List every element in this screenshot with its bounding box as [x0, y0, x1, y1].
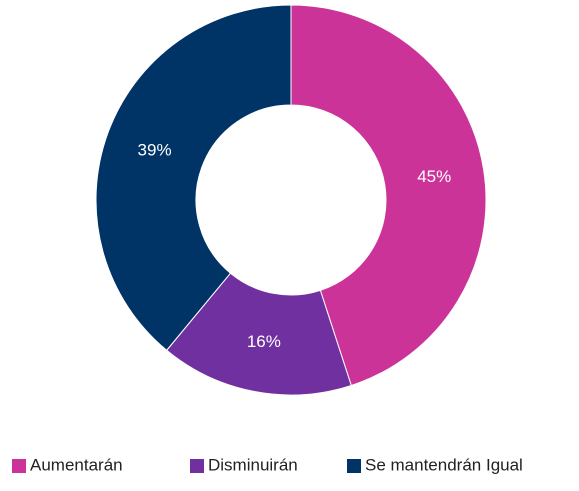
legend-swatch	[12, 459, 26, 473]
legend-text: Disminuirán	[208, 455, 298, 474]
legend-swatch	[347, 459, 361, 473]
donut-slice	[95, 4, 292, 351]
slice-label: 39%	[138, 140, 172, 159]
slice-label: 16%	[247, 332, 281, 351]
legend-text: Se mantendrán Igual	[365, 455, 523, 474]
donut-slice	[165, 272, 352, 396]
legend-swatch	[190, 459, 204, 473]
slice-label: 45%	[417, 167, 451, 186]
donut-slice	[290, 4, 487, 387]
legend-text: Aumentarán	[30, 455, 123, 474]
